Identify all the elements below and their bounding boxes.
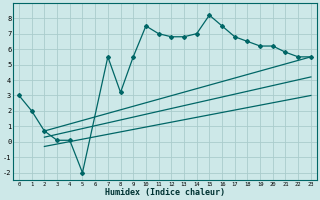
X-axis label: Humidex (Indice chaleur): Humidex (Indice chaleur): [105, 188, 225, 197]
